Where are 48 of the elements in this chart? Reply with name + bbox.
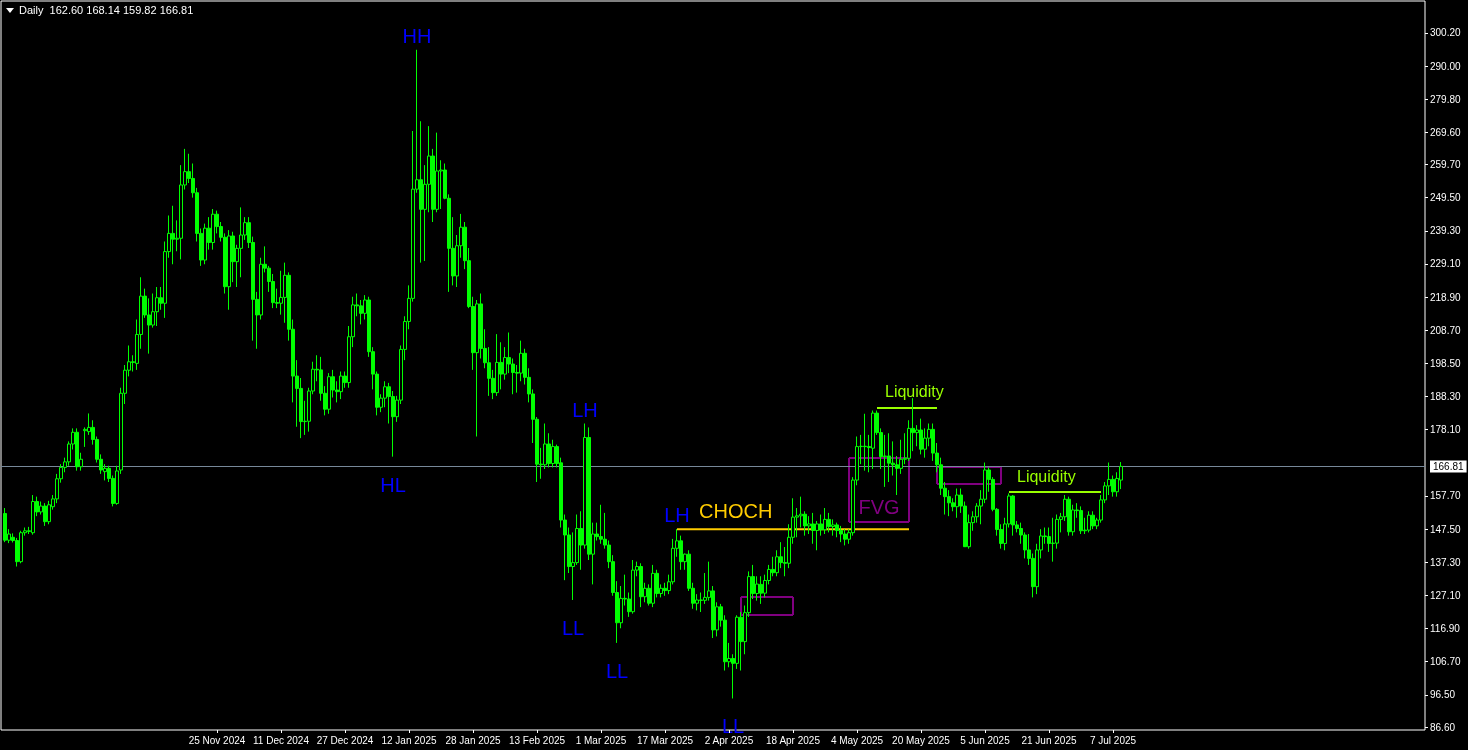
series-label: Liquidity <box>1017 467 1076 485</box>
y-tick-label: 116.90 <box>1430 623 1461 635</box>
annotation: LL <box>605 659 629 682</box>
x-tick-label: 18 Apr 2025 <box>766 734 821 746</box>
y-tick-label: 127.10 <box>1430 589 1462 601</box>
x-tick-label: 11 Dec 2024 <box>253 734 310 746</box>
x-tick-label: 13 Feb 2025 <box>508 734 566 746</box>
annotation: HL <box>380 473 406 496</box>
y-tick-label: 290.00 <box>1430 60 1462 72</box>
y-tick-label: 208.70 <box>1430 324 1462 336</box>
y-tick-label: 269.60 <box>1430 126 1462 138</box>
x-tick-label: 25 Nov 2024 <box>188 734 246 746</box>
y-tick-label: 229.10 <box>1430 258 1462 270</box>
x-tick-label: 7 Jul 2025 <box>1089 734 1137 746</box>
y-tick-label: 279.80 <box>1430 93 1462 105</box>
y-tick-label: 188.30 <box>1430 391 1462 403</box>
series-label: CHOCH <box>699 500 773 523</box>
x-tick-label: 12 Jan 2025 <box>381 734 437 746</box>
y-tick-label: 300.20 <box>1430 27 1462 39</box>
y-tick-label: 198.50 <box>1430 357 1462 369</box>
x-tick-label: 4 May 2025 <box>830 734 884 746</box>
x-tick-label: 1 Mar 2025 <box>575 734 627 746</box>
annotation: LH <box>664 504 690 527</box>
y-tick-label: 157.70 <box>1430 490 1462 502</box>
y-tick-label: 147.50 <box>1430 523 1462 535</box>
annotation: LL <box>561 617 585 639</box>
chart-title: Daily 162.60 168.14 159.82 166.81 <box>19 4 194 16</box>
x-tick-label: 21 Jun 2025 <box>1021 734 1077 746</box>
y-tick-label: 249.50 <box>1430 192 1462 204</box>
y-tick-label: 178.10 <box>1430 424 1462 436</box>
x-tick-label: 2 Apr 2025 <box>704 734 754 746</box>
y-tick-label: 86.60 <box>1430 721 1456 733</box>
x-tick-label: 5 Jun 2025 <box>960 734 1011 746</box>
series-label: FVG <box>858 495 900 518</box>
y-tick-label: 96.50 <box>1430 689 1456 701</box>
x-tick-label: 27 Dec 2024 <box>316 734 374 746</box>
y-tick-label: 239.30 <box>1430 225 1462 237</box>
y-tick-label: 218.90 <box>1430 291 1462 303</box>
y-tick-label: 137.30 <box>1430 556 1462 568</box>
ref-line-label: 166.81 <box>1433 460 1465 472</box>
x-tick-label: 17 Mar 2025 <box>636 734 694 746</box>
x-tick-label: 28 Jan 2025 <box>445 734 501 746</box>
y-tick-label: 259.70 <box>1430 158 1462 170</box>
annotation: LH <box>572 398 598 421</box>
y-tick-label: 106.70 <box>1430 656 1462 668</box>
x-tick-label: 20 May 2025 <box>892 734 951 746</box>
series-label: Liquidity <box>885 383 944 401</box>
annotation: HH <box>402 24 432 47</box>
